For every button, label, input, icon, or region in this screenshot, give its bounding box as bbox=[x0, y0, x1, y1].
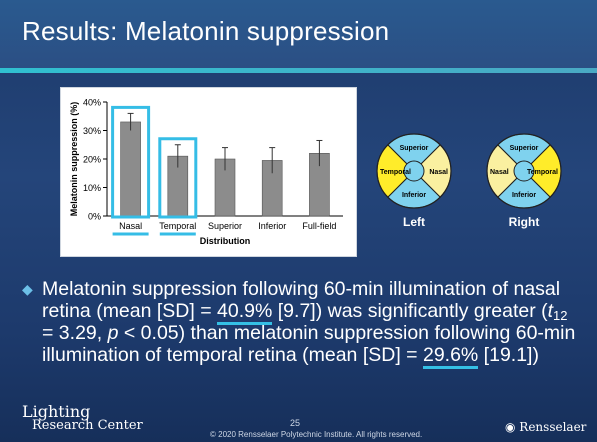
x-tick-label: Nasal bbox=[119, 221, 142, 231]
highlight-box bbox=[158, 137, 198, 219]
y-tick-label: 0% bbox=[88, 212, 101, 222]
title-divider bbox=[0, 68, 597, 73]
left-quadrant-label: Nasal bbox=[490, 169, 509, 176]
diamond-bullet-icon: ◆ bbox=[22, 281, 33, 297]
x-tick-label: Temporal bbox=[159, 221, 196, 231]
temporal-mean-value: 29.6% bbox=[422, 344, 479, 369]
y-tick-label: 40% bbox=[83, 98, 101, 108]
x-axis-label: Distribution bbox=[200, 236, 251, 246]
left-retina-diagram: Superior Inferior Temporal Nasal bbox=[376, 133, 452, 209]
result-text: Melatonin suppression following 60-min i… bbox=[42, 278, 582, 369]
result-text-part: [19.1]) bbox=[478, 344, 539, 366]
bar-chart-svg: 0% 10% 20% 30% 40% Nasal Temporal Superior Infer… bbox=[69, 98, 343, 246]
title-band bbox=[0, 0, 597, 68]
right-retina-label: Right bbox=[508, 215, 540, 229]
highlight-box bbox=[111, 105, 151, 219]
y-tick-label: 30% bbox=[83, 126, 101, 136]
result-text-part: = 3.29, bbox=[42, 322, 108, 344]
retina-outline bbox=[376, 133, 452, 209]
superior-label: Superior bbox=[400, 145, 429, 152]
right-quadrant-label: Nasal bbox=[429, 169, 448, 176]
x-tick-label: Superior bbox=[208, 221, 242, 231]
left-retina-map: Superior Inferior Temporal Nasal Left bbox=[376, 133, 452, 233]
bar bbox=[120, 121, 141, 217]
left-quadrant-label: Temporal bbox=[380, 169, 411, 176]
inferior-label: Inferior bbox=[402, 192, 426, 199]
x-tick-label: Full-field bbox=[302, 221, 336, 231]
result-text-part: Melatonin suppression following 60-min i… bbox=[42, 278, 561, 322]
nasal-mean-value: 40.9% bbox=[217, 300, 273, 325]
right-retina-diagram: Superior Inferior Nasal Temporal bbox=[486, 133, 562, 209]
fovea-circle bbox=[403, 160, 425, 182]
p-value-symbol: p bbox=[107, 322, 119, 344]
y-tick-label: 20% bbox=[83, 155, 101, 165]
inferior-label: Inferior bbox=[512, 192, 536, 199]
x-tick-label: Inferior bbox=[258, 221, 286, 231]
bar-chart: 0% 10% 20% 30% 40% Nasal Temporal Superior Infer… bbox=[60, 87, 357, 257]
y-axis-label: Melatonin suppression (%) bbox=[69, 102, 79, 217]
right-quadrant-label: Temporal bbox=[527, 169, 558, 176]
rensselaer-logo-text: Rensselaer bbox=[519, 420, 587, 434]
degrees-of-freedom: 12 bbox=[553, 308, 568, 323]
rensselaer-logo: ◉ Rensselaer bbox=[505, 420, 587, 434]
copyright-notice: © 2020 Rensselaer Polytechnic Institute.… bbox=[210, 430, 423, 439]
lighting-research-center-logo: Lighting Research Center bbox=[22, 404, 143, 433]
page-number: 25 bbox=[290, 418, 301, 428]
superior-label: Superior bbox=[510, 145, 539, 152]
right-retina-map: Superior Inferior Nasal Temporal Right bbox=[486, 133, 562, 233]
slide-title: Results: Melatonin suppression bbox=[22, 16, 390, 46]
fovea-circle bbox=[513, 160, 535, 182]
result-text-part: < 0.05) than melatonin suppression follo… bbox=[42, 322, 576, 366]
result-bullet: ◆ Melatonin suppression following 60-min… bbox=[22, 278, 582, 369]
y-tick-label: 10% bbox=[83, 183, 101, 193]
logo-line-2: Research Center bbox=[32, 418, 143, 433]
result-text-part: [9.7]) was significantly greater ( bbox=[272, 300, 548, 322]
retina-outline bbox=[486, 133, 562, 209]
logo-line-1: Lighting bbox=[22, 402, 91, 421]
left-retina-label: Left bbox=[403, 215, 425, 229]
t-statistic-symbol: t bbox=[547, 300, 554, 322]
